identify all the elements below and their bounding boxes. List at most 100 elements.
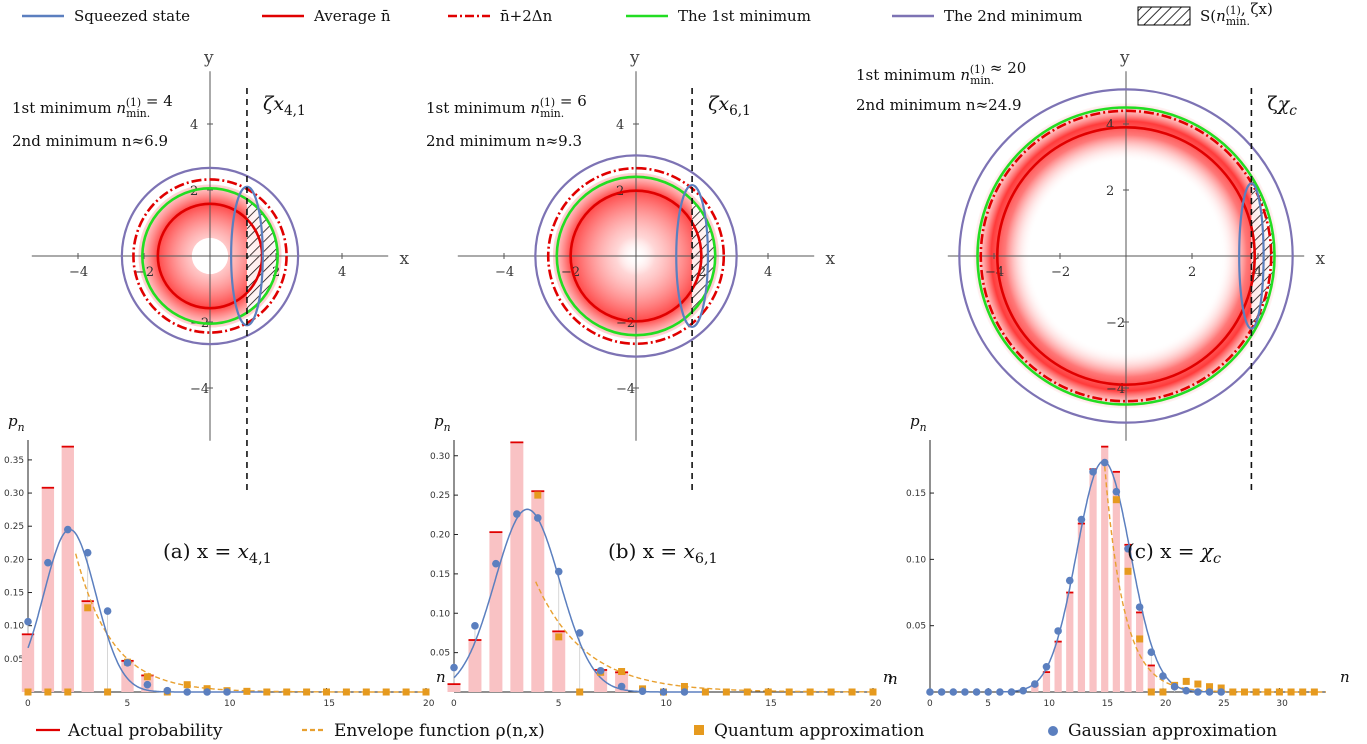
probability-bar	[1136, 612, 1144, 692]
y-tick-label: 0.20	[430, 531, 450, 541]
cut-label: ζx6,1	[708, 93, 751, 119]
gaussian-point	[1147, 648, 1156, 657]
legend-bottom-label: Envelope function ρ(n,x)	[334, 721, 545, 741]
legend-top-item: The 2nd minimum	[892, 7, 1082, 25]
gaussian-point	[1042, 663, 1051, 671]
x-tick-label: 20	[1160, 699, 1172, 709]
legend-bottom-item: Actual probability	[36, 721, 223, 741]
x-axis-label-right: n	[1340, 668, 1350, 686]
probability-bar	[468, 640, 482, 692]
chart-title: (b) x = x6,1	[608, 539, 718, 567]
probability-bar	[447, 684, 461, 692]
squeezed-state-ellipse	[675, 183, 710, 329]
annotation-line2: 2nd minimum n≈9.3	[426, 132, 582, 150]
x-tick-label: −2	[1051, 265, 1070, 280]
gaussian-point	[203, 688, 211, 696]
gaussian-point	[1217, 688, 1225, 696]
y-tick-label: 4	[190, 118, 198, 133]
quantum-point	[382, 688, 390, 696]
gaussian-point	[534, 514, 542, 522]
gaussian-point	[1194, 688, 1202, 696]
quantum-point	[44, 688, 52, 696]
y-tick-label: 0.35	[4, 456, 24, 466]
x-tick-label: 10	[1043, 699, 1055, 709]
legend-top-item: S(nmin.(1), ζx)	[1137, 0, 1273, 28]
y-axis-label: pn	[910, 412, 927, 434]
y-tick-label: 4	[616, 118, 624, 133]
y-tick-label: 0.10	[906, 555, 926, 565]
x-tick-label: −4	[69, 265, 88, 280]
legend-top: Squeezed state Average n̄ n̄+2Δn The 1st mi…	[22, 0, 1273, 28]
legend-top-label: The 2nd minimum	[944, 7, 1082, 25]
legend-top-label: The 1st minimum	[678, 7, 811, 25]
legend-top-label: Squeezed state	[74, 7, 190, 25]
legend-top-item: n̄+2Δn	[448, 7, 553, 25]
squeezed-state-ellipse	[1238, 182, 1265, 330]
x-tick-label: 20	[423, 699, 435, 709]
quantum-point	[1310, 688, 1318, 696]
x-tick-label: 4	[1254, 265, 1262, 280]
y-tick-label: 0.30	[4, 489, 24, 499]
quantum-point	[1206, 683, 1214, 691]
gaussian-point	[926, 688, 934, 696]
gaussian-point	[937, 688, 946, 696]
legend-bottom-item: Quantum approximation	[694, 721, 924, 741]
mean-plus-2dn-circle	[979, 109, 1273, 403]
probability-bar	[81, 601, 94, 692]
x-tick-label: −4	[985, 265, 1004, 280]
y-tick-label: 0.25	[430, 491, 450, 501]
gaussian-point	[1031, 680, 1039, 688]
gaussian-point	[492, 559, 500, 568]
quantum-point	[283, 688, 291, 696]
quantum-point	[785, 688, 793, 696]
hatch-swatch	[1137, 6, 1191, 26]
gaussian-point	[575, 629, 584, 637]
y-tick-label: 0.15	[906, 489, 926, 499]
first-minimum-circle	[555, 175, 717, 337]
quantum-point	[1136, 635, 1144, 643]
probability-bar	[1124, 544, 1132, 692]
gaussian-point	[471, 622, 479, 630]
gaussian-point	[143, 680, 152, 689]
probability-bar	[1089, 469, 1097, 692]
legend-square	[694, 725, 704, 735]
mean-plus-2dn-circle	[132, 178, 288, 334]
mean-circle	[569, 189, 703, 323]
probability-bar	[1147, 665, 1155, 692]
y-axis-label: y	[203, 48, 214, 68]
quantum-point	[869, 688, 877, 696]
legend-top-item: The 1st minimum	[626, 7, 811, 25]
gaussian-point	[996, 688, 1004, 696]
gaussian-point	[450, 663, 458, 672]
gaussian-point	[83, 548, 92, 557]
first-minimum-circle	[976, 106, 1276, 406]
x-tick-label: 10	[661, 699, 673, 709]
legend-bottom-item: Envelope function ρ(n,x)	[302, 721, 545, 741]
gaussian-point	[1100, 458, 1109, 467]
legend-bottom-label: Actual probability	[67, 721, 223, 741]
x-tick-label: 5	[985, 699, 991, 709]
chart-title: (a) x = x4,1	[163, 539, 272, 567]
quantum-point	[422, 688, 430, 696]
legend-top-label: Average n̄	[313, 7, 391, 25]
quantum-point	[1124, 567, 1132, 575]
annotation-line1: 1st minimum nmin.(1) ≈ 20	[856, 59, 1026, 87]
quantum-point	[618, 668, 626, 676]
gaussian-point	[44, 558, 52, 567]
probability-bar	[41, 487, 55, 692]
quantum-point	[1159, 688, 1167, 696]
gaussian-point	[1205, 688, 1214, 696]
quantum-point	[576, 688, 584, 696]
cut-label: ζx4,1	[263, 93, 306, 119]
y-tick-label: 0.15	[4, 589, 24, 599]
quantum-point	[1275, 688, 1283, 696]
gaussian-point	[1019, 686, 1027, 695]
gaussian-point	[596, 666, 605, 675]
gaussian-point	[1007, 688, 1016, 696]
quantum-point	[1147, 688, 1155, 696]
y-tick-label: 0.15	[430, 570, 450, 580]
x-tick-label: 20	[870, 699, 882, 709]
legend-bottom-item: Gaussian approximation	[1048, 721, 1277, 741]
